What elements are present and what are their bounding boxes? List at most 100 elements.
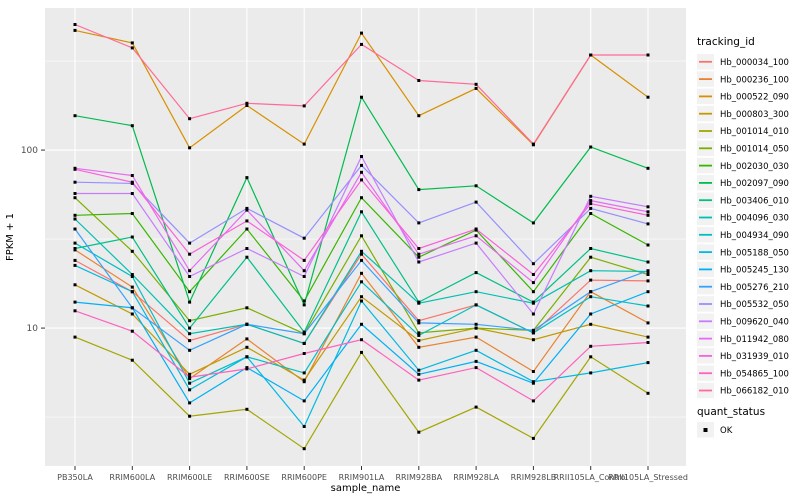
data-point <box>589 255 593 259</box>
data-point <box>302 425 306 428</box>
data-point <box>531 290 535 294</box>
data-point <box>130 174 134 177</box>
data-point <box>302 447 306 451</box>
legend-item-Hb_031939_010: Hb_031939_010 <box>697 348 789 364</box>
data-point <box>73 335 77 339</box>
legend-item-label: Hb_004934_090 <box>720 231 789 241</box>
data-point <box>73 23 77 26</box>
data-point <box>417 319 421 323</box>
data-point <box>531 399 535 403</box>
data-point <box>417 255 421 259</box>
data-point <box>245 227 249 231</box>
data-point <box>589 199 593 203</box>
data-point <box>360 258 363 262</box>
data-point <box>589 202 593 206</box>
legend-item-Hb_002030_030: Hb_002030_030 <box>697 157 789 174</box>
data-point <box>302 399 306 403</box>
data-point <box>646 304 650 308</box>
legend-item-Hb_005276_210: Hb_005276_210 <box>697 278 789 295</box>
legend-item-Hb_005245_130: Hb_005245_130 <box>697 261 789 278</box>
data-point <box>130 329 134 333</box>
data-point <box>360 252 363 256</box>
data-point <box>73 227 77 231</box>
data-point <box>130 273 134 276</box>
data-point <box>73 213 77 217</box>
data-point <box>531 436 535 440</box>
data-point <box>474 227 478 231</box>
data-point <box>302 332 306 336</box>
data-point <box>245 208 249 212</box>
legend-item-Hb_001014_050: Hb_001014_050 <box>697 140 789 156</box>
data-point <box>417 378 421 382</box>
data-point <box>130 41 134 45</box>
legend-item-label: Hb_004096_030 <box>720 214 789 224</box>
legend-item-Hb_011942_080: Hb_011942_080 <box>697 330 789 347</box>
data-point <box>646 391 650 395</box>
data-point <box>417 260 421 264</box>
data-point <box>245 247 249 250</box>
data-point <box>646 95 650 99</box>
data-point <box>130 285 134 289</box>
data-point <box>130 358 134 362</box>
data-point <box>589 247 593 250</box>
data-point <box>474 271 478 275</box>
data-point <box>130 124 134 128</box>
data-point <box>646 273 650 276</box>
data-point <box>302 142 306 146</box>
data-point <box>130 212 134 215</box>
legend-item-Hb_002097_090: Hb_002097_090 <box>697 175 789 191</box>
data-point <box>302 378 306 382</box>
data-point <box>302 371 306 375</box>
data-point <box>417 321 421 325</box>
data-point <box>646 279 650 283</box>
legend-item-label: Hb_000803_300 <box>720 110 789 120</box>
legend-item-label: Hb_054865_100 <box>720 369 789 379</box>
data-point <box>302 330 306 334</box>
data-point <box>474 86 478 90</box>
data-point <box>417 79 421 82</box>
data-point <box>245 176 249 180</box>
data-point <box>245 101 249 105</box>
data-point <box>531 301 535 305</box>
data-point <box>188 381 192 385</box>
legend-title-quant-status: quant_status <box>697 406 765 418</box>
x-tick-label: RRII105LA_Stressed <box>608 473 688 482</box>
data-point <box>646 222 650 226</box>
data-point <box>474 184 478 188</box>
legend-item-label: Hb_005188_050 <box>720 248 789 258</box>
legend-item-Hb_000034_100: Hb_000034_100 <box>697 54 789 70</box>
data-point <box>360 178 363 182</box>
data-point <box>474 326 478 330</box>
data-point <box>417 331 421 335</box>
data-point <box>417 114 421 118</box>
data-point <box>531 221 535 225</box>
data-point <box>646 341 650 344</box>
data-point <box>474 82 478 86</box>
data-point <box>646 269 650 273</box>
data-point <box>646 205 650 209</box>
legend-item-label: Hb_001014_010 <box>720 127 789 137</box>
data-point <box>646 53 650 57</box>
data-point <box>73 300 77 304</box>
data-point <box>73 258 77 262</box>
legend-item-Hb_005532_050: Hb_005532_050 <box>697 296 789 312</box>
data-point <box>646 213 650 217</box>
x-tick-label: RRIM600LE <box>167 473 212 482</box>
data-point <box>130 235 134 239</box>
data-point <box>188 319 192 323</box>
data-point <box>589 53 593 57</box>
data-point <box>130 46 134 50</box>
data-point <box>360 95 363 99</box>
data-point <box>245 367 249 371</box>
plot-panel <box>45 8 686 466</box>
data-point <box>589 278 593 282</box>
data-point <box>417 301 421 305</box>
x-tick-label: RRIM928LB <box>511 473 557 482</box>
data-point <box>646 321 650 325</box>
data-point <box>531 273 535 276</box>
data-point <box>188 146 192 150</box>
data-point <box>417 345 421 349</box>
data-point <box>417 430 421 434</box>
data-point <box>73 196 77 200</box>
data-point <box>245 337 249 341</box>
